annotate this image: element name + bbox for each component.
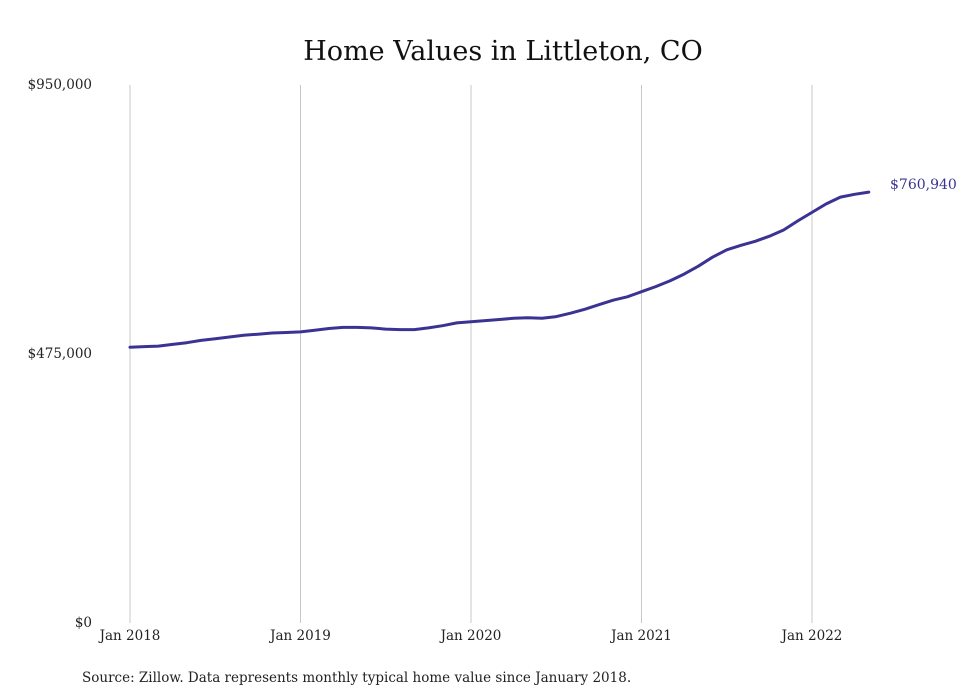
- data-point: [683, 273, 685, 275]
- data-point: [868, 191, 870, 193]
- data-point: [257, 333, 259, 336]
- data-point: [512, 317, 515, 320]
- data-point: [555, 315, 558, 318]
- data-point: [370, 327, 373, 329]
- data-point: [527, 317, 529, 319]
- data-point: [484, 319, 487, 322]
- chart-title: Home Values in Littleton, CO: [303, 36, 702, 67]
- data-point: [654, 285, 657, 288]
- x-tick-label: Jan 2022: [780, 628, 843, 644]
- data-point: [740, 244, 742, 247]
- data-point: [541, 317, 543, 320]
- series-line-0: [128, 190, 871, 349]
- data-point: [413, 328, 416, 331]
- data-point: [271, 332, 273, 334]
- data-point: [285, 331, 288, 334]
- data-point: [797, 220, 799, 222]
- data-point: [626, 296, 629, 298]
- data-point: [399, 328, 401, 331]
- data-point: [669, 280, 671, 282]
- data-point: [385, 328, 387, 330]
- data-point: [129, 346, 131, 349]
- data-point: [726, 249, 728, 251]
- source-note: Source: Zillow. Data represents monthly …: [82, 670, 631, 686]
- data-point: [427, 327, 430, 329]
- x-axis-tick-labels: Jan 2018 Jan 2019 Jan 2020 Jan 2021 Jan 2022: [98, 628, 843, 644]
- x-tick-label: Jan 2018: [98, 628, 161, 644]
- data-point: [697, 265, 700, 268]
- data-point: [313, 329, 316, 332]
- series-layer: [128, 190, 871, 349]
- data-point: [768, 235, 771, 237]
- y-axis-tick-labels: $0 $475,000 $950,000: [28, 77, 92, 631]
- vertical-gridlines: [129, 85, 813, 623]
- data-point: [171, 343, 174, 346]
- data-point: [498, 318, 501, 321]
- data-point: [470, 320, 472, 323]
- data-point: [825, 203, 827, 205]
- data-point: [754, 240, 756, 243]
- y-tick-label: $950,000: [28, 77, 92, 93]
- data-point: [612, 299, 614, 302]
- data-point: [200, 339, 202, 342]
- data-point: [299, 331, 302, 333]
- data-point: [711, 256, 714, 259]
- data-point: [782, 229, 785, 231]
- data-point: [839, 196, 842, 198]
- data-point: [356, 326, 359, 329]
- data-point: [342, 326, 344, 329]
- data-point: [456, 322, 458, 324]
- data-point: [186, 341, 188, 344]
- data-point: [640, 290, 643, 293]
- data-point: [214, 337, 217, 340]
- data-point: [228, 336, 231, 338]
- last-value-label: $760,940: [890, 177, 957, 193]
- data-point: [143, 345, 145, 348]
- data-point: [598, 303, 600, 306]
- x-tick-label: Jan 2019: [268, 628, 331, 644]
- data-point: [441, 324, 444, 327]
- y-tick-label: $475,000: [28, 346, 92, 362]
- data-point: [242, 334, 245, 337]
- data-point: [569, 312, 572, 315]
- x-tick-label: Jan 2021: [609, 628, 672, 644]
- x-tick-label: Jan 2020: [439, 628, 502, 644]
- data-point: [157, 345, 160, 347]
- data-point: [853, 193, 856, 196]
- data-point: [328, 327, 330, 330]
- data-point: [583, 308, 586, 311]
- data-point: [811, 211, 813, 214]
- y-tick-label: $0: [75, 615, 92, 631]
